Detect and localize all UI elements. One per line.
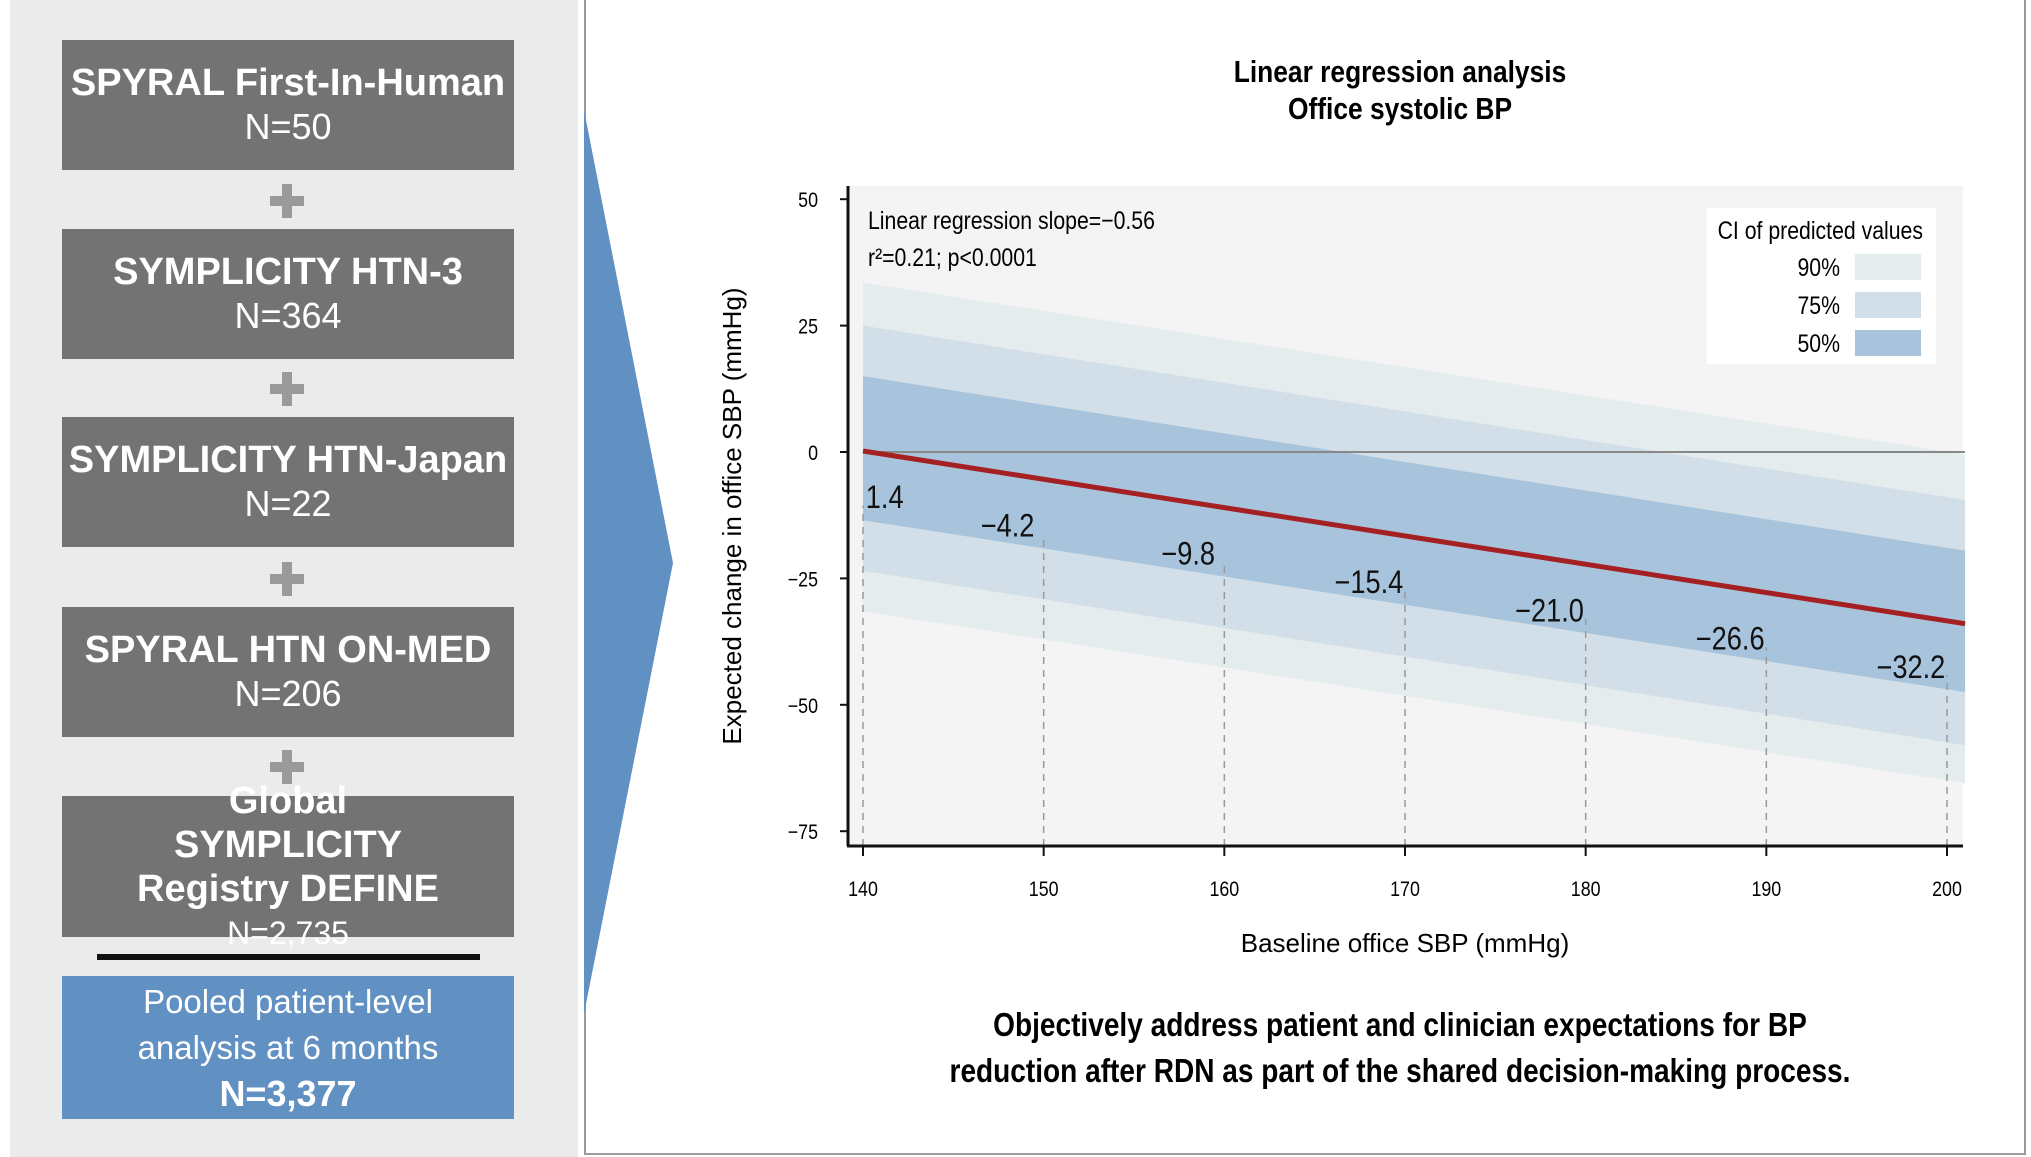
point-label: −9.8 bbox=[1161, 537, 1215, 573]
point-label: −15.4 bbox=[1334, 565, 1403, 601]
study-name: SPYRAL First-In-Human bbox=[70, 62, 506, 104]
y-tick-label: −25 bbox=[788, 568, 818, 592]
point-label: 1.4 bbox=[866, 480, 904, 516]
study-box: SPYRAL First-In-Human N=50 bbox=[62, 40, 514, 170]
study-n: N=206 bbox=[234, 673, 342, 714]
x-tick-label: 200 bbox=[1932, 878, 1962, 902]
conclusion-line2: reduction after RDN as part of the share… bbox=[949, 1052, 1851, 1089]
y-tick-label: 0 bbox=[808, 442, 818, 466]
study-box: SYMPLICITY HTN-Japan N=22 bbox=[62, 417, 514, 547]
pooled-n: N=3,377 bbox=[219, 1072, 357, 1114]
ci-band-50 bbox=[863, 376, 1966, 693]
study-name: SPYRAL HTN ON-MED bbox=[84, 629, 492, 671]
x-axis-label: Baseline office SBP (mmHg) bbox=[1241, 928, 1570, 958]
chart-title: Linear regression analysis bbox=[1233, 54, 1567, 89]
study-n: N=364 bbox=[234, 295, 342, 336]
legend-label: 90% bbox=[1797, 253, 1840, 281]
x-tick-label: 150 bbox=[1029, 878, 1059, 902]
y-tick-label: −50 bbox=[788, 694, 818, 718]
plus-icon bbox=[270, 750, 304, 784]
conclusion-line1: Objectively address patient and clinicia… bbox=[993, 1006, 1807, 1043]
y-tick-label: 50 bbox=[798, 189, 818, 213]
r2-annotation: r²=0.21; p<0.0001 bbox=[868, 243, 1037, 271]
y-tick-label: −75 bbox=[788, 821, 818, 845]
study-box: Global SYMPLICITY Registry DEFINE N=2,735 bbox=[62, 780, 514, 951]
pooled-box: Pooled patient-level analysis at 6 month… bbox=[62, 976, 514, 1119]
legend: CI of predicted values 90% 75% 50% bbox=[1707, 208, 1936, 364]
y-tick-label: 25 bbox=[798, 315, 818, 339]
point-label: −21.0 bbox=[1515, 593, 1584, 629]
plus-icon bbox=[270, 372, 304, 406]
x-tick-label: 140 bbox=[848, 878, 878, 902]
pooled-line2: analysis at 6 months bbox=[137, 1028, 439, 1066]
chart-subtitle: Office systolic BP bbox=[1287, 91, 1513, 126]
study-box: SPYRAL HTN ON-MED N=206 bbox=[62, 607, 514, 737]
point-label: −4.2 bbox=[981, 508, 1035, 544]
x-tick-label: 180 bbox=[1571, 878, 1601, 902]
pooled-line1: Pooled patient-level bbox=[143, 982, 433, 1020]
legend-swatch bbox=[1855, 292, 1921, 318]
plus-icon bbox=[270, 184, 304, 218]
legend-label: 50% bbox=[1797, 329, 1840, 357]
study-box: SYMPLICITY HTN-3 N=364 bbox=[62, 229, 514, 359]
legend-swatch bbox=[1855, 330, 1921, 356]
study-n: N=50 bbox=[244, 106, 332, 147]
point-label: −32.2 bbox=[1876, 650, 1945, 686]
legend-swatch bbox=[1855, 254, 1921, 280]
sum-divider bbox=[97, 954, 480, 960]
x-tick-label: 190 bbox=[1751, 878, 1781, 902]
x-tick-label: 170 bbox=[1390, 878, 1420, 902]
study-name: SYMPLICITY HTN-3 bbox=[113, 251, 463, 293]
slope-annotation: Linear regression slope=−0.56 bbox=[868, 206, 1155, 234]
study-n: N=22 bbox=[244, 483, 332, 524]
legend-title: CI of predicted values bbox=[1718, 216, 1923, 244]
point-label: −26.6 bbox=[1696, 622, 1765, 658]
legend-label: 75% bbox=[1797, 291, 1840, 319]
x-tick-label: 160 bbox=[1209, 878, 1239, 902]
y-axis-label: Expected change in office SBP (mmHg) bbox=[717, 287, 747, 744]
study-name: Global SYMPLICITY Registry DEFINE bbox=[137, 779, 439, 910]
study-n: N=2,735 bbox=[227, 914, 349, 951]
arrow-icon bbox=[584, 110, 673, 1014]
study-name: SYMPLICITY HTN-Japan bbox=[68, 439, 508, 481]
plus-icon bbox=[270, 562, 304, 596]
regression-line bbox=[862, 448, 1966, 627]
